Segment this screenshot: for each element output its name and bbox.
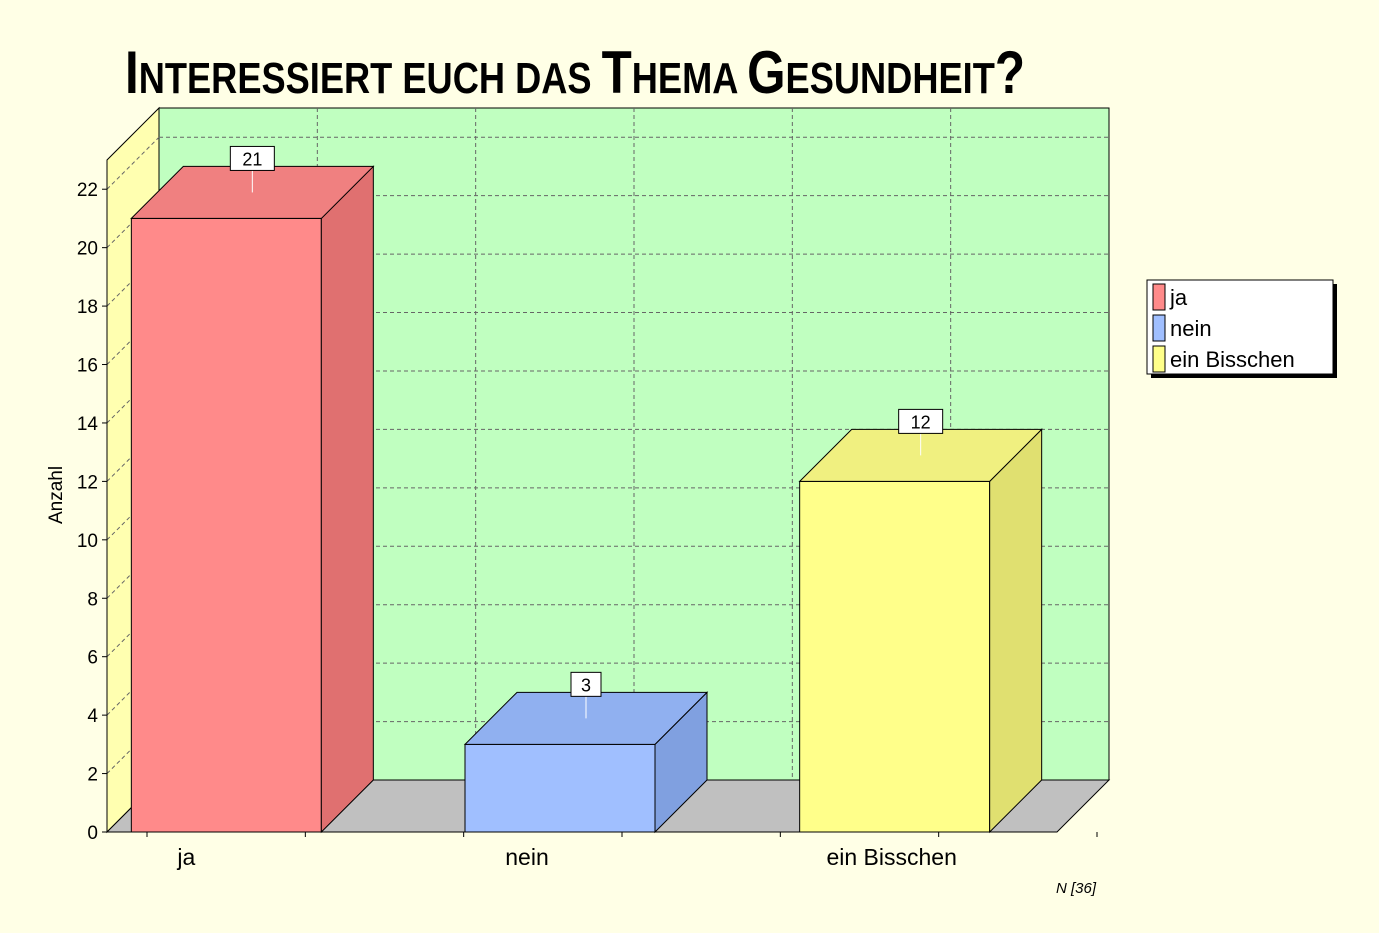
data-label-box (570, 671, 602, 697)
y-tick-label: 18 (77, 297, 98, 318)
data-label: 12 (911, 412, 931, 432)
y-tick-label: 20 (77, 239, 98, 260)
x-tick-label: ein Bisschen (826, 844, 956, 870)
gridline-side (106, 136, 160, 190)
legend: ja nein ein Bisschen (1146, 279, 1337, 378)
x-tick-label: nein (505, 844, 548, 870)
bar-group: 12 (798, 408, 1043, 834)
y-tick-label: 14 (77, 414, 99, 435)
x-tick-label: ja (176, 844, 195, 870)
bar-ja (130, 217, 322, 833)
y-tick-label: 16 (77, 356, 98, 377)
bar-group: 3 (463, 671, 709, 834)
sample-size-note: N [36] (1056, 880, 1097, 897)
bars: 21 3 12 (130, 145, 1043, 834)
chart-title: INTERESSIERT EUCH DAS THEMA GESUNDHEIT? (125, 39, 1025, 106)
x-axis: ja nein ein Bisschen (107, 831, 1098, 870)
legend-label: ja (1169, 285, 1188, 310)
legend-label: nein (1170, 316, 1212, 341)
y-tick-label: 22 (77, 180, 98, 201)
y-tick-label: 10 (77, 531, 98, 552)
legend-swatch (1152, 314, 1166, 342)
bar-group: 21 (130, 145, 375, 834)
legend-box (1146, 279, 1334, 375)
bar-side (989, 428, 1043, 834)
y-axis: 0 2 4 6 8 10 12 14 16 18 20 22 (77, 160, 108, 844)
y-tick-label: 0 (87, 823, 98, 844)
y-tick-label: 12 (77, 472, 98, 493)
bar-side (320, 165, 374, 834)
y-tick-label: 8 (87, 589, 98, 610)
legend-swatch (1152, 283, 1166, 311)
legend-label: ein Bisschen (1170, 347, 1295, 372)
data-label-box (229, 145, 275, 171)
data-label-box (898, 408, 944, 434)
y-axis-title: Anzahl (46, 466, 67, 524)
y-tick-label: 6 (87, 648, 98, 669)
legend-swatch (1152, 345, 1166, 373)
y-tick-label: 2 (87, 765, 98, 786)
data-label: 3 (581, 675, 591, 695)
bar-ein-bisschen (799, 480, 991, 833)
bar-nein (464, 743, 656, 833)
data-label: 21 (242, 149, 262, 169)
y-tick-label: 4 (87, 706, 98, 727)
